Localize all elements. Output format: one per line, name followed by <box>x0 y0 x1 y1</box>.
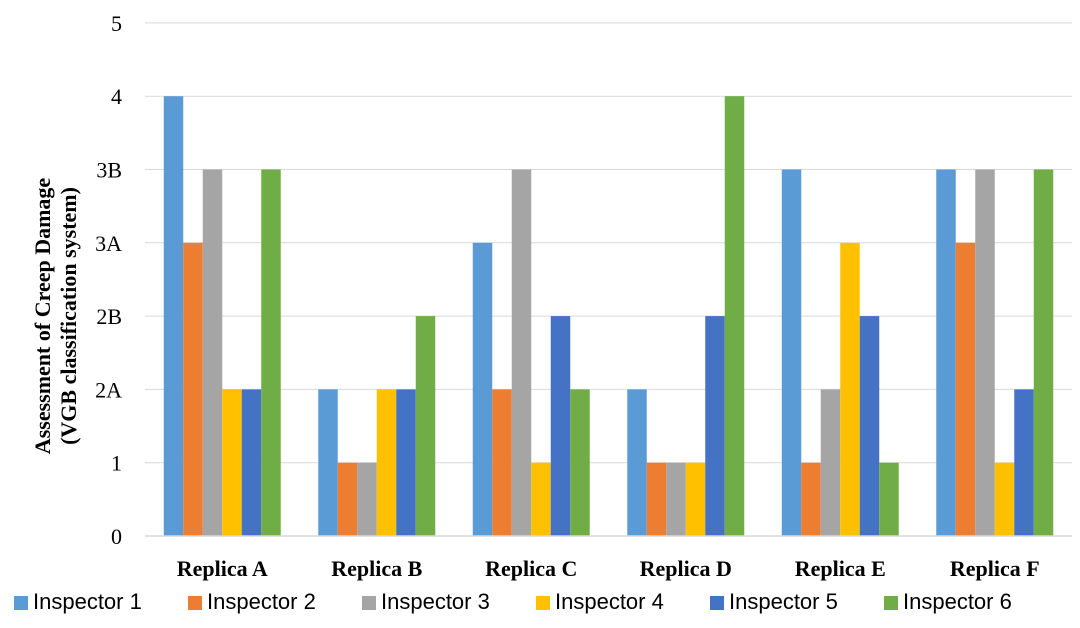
bar <box>261 169 281 536</box>
legend-item: Inspector 5 <box>710 589 838 614</box>
bar <box>666 462 686 536</box>
bar <box>685 462 706 536</box>
x-axis-ticks: Replica A Replica B Replica C Replica D Repl… <box>177 556 1040 581</box>
bar <box>492 389 512 536</box>
y-axis-label-line1: Assessment of Creep Damage <box>30 178 55 455</box>
bar <box>724 96 745 536</box>
gridlines <box>145 22 1072 464</box>
y-tick-label: 2B <box>96 304 122 329</box>
bar <box>627 389 647 536</box>
y-tick-label: 3B <box>96 158 122 183</box>
bar <box>975 169 995 536</box>
bar <box>570 389 590 536</box>
legend-item: Inspector 2 <box>188 589 316 614</box>
bar <box>820 389 841 536</box>
bar <box>241 389 262 536</box>
bar <box>646 462 667 536</box>
legend-item: Inspector 1 <box>14 589 142 614</box>
bar <box>202 169 223 536</box>
x-tick-label: Replica F <box>950 556 1040 581</box>
bar <box>550 316 571 536</box>
x-tick-label: Replica C <box>485 556 577 581</box>
bar <box>376 389 397 536</box>
x-tick-label: Replica A <box>177 556 268 581</box>
legend-label: Inspector 4 <box>555 589 664 614</box>
bar <box>222 389 242 536</box>
bar <box>879 462 899 536</box>
legend-label: Inspector 6 <box>903 589 1012 614</box>
bar <box>1014 389 1034 536</box>
bar <box>801 462 821 536</box>
y-tick-label: 3A <box>95 231 122 256</box>
legend-label: Inspector 3 <box>381 589 490 614</box>
bar <box>163 96 184 536</box>
bar <box>840 242 860 537</box>
legend-swatch <box>710 596 724 610</box>
bar <box>511 169 532 536</box>
y-tick-label: 0 <box>111 524 122 549</box>
y-tick-label: 1 <box>111 451 122 476</box>
x-tick-label: Replica E <box>795 556 886 581</box>
bar <box>994 462 1015 536</box>
legend-swatch <box>188 596 202 610</box>
x-tick-label: Replica B <box>331 556 422 581</box>
legend-swatch <box>884 596 898 610</box>
x-tick-label: Replica D <box>640 556 732 581</box>
y-tick-label: 5 <box>111 11 122 36</box>
bar <box>183 242 203 537</box>
bar <box>1033 169 1054 536</box>
bar <box>705 316 725 536</box>
bar <box>337 462 358 536</box>
bar <box>781 169 802 536</box>
legend-label: Inspector 1 <box>33 589 142 614</box>
y-axis-label: Assessment of Creep Damage (VGB classifi… <box>30 178 81 455</box>
legend-label: Inspector 2 <box>207 589 316 614</box>
bar <box>357 462 377 536</box>
legend-swatch <box>536 596 550 610</box>
bar <box>936 169 956 536</box>
legend-label: Inspector 5 <box>729 589 838 614</box>
y-tick-label: 2A <box>95 377 122 402</box>
y-tick-label: 4 <box>111 84 122 109</box>
legend-item: Inspector 3 <box>362 589 490 614</box>
bar <box>396 389 416 536</box>
legend: Inspector 1 Inspector 2 Inspector 3 Inspect… <box>14 589 1012 614</box>
bar <box>472 242 493 537</box>
bar <box>859 316 880 536</box>
bar <box>415 316 436 536</box>
legend-swatch <box>14 596 28 610</box>
bar <box>318 389 338 536</box>
y-axis-ticks: 0 1 2A 2B 3A 3B 4 5 <box>95 11 122 549</box>
y-axis-label-line2: (VGB classification system) <box>56 187 81 445</box>
legend-item: Inspector 4 <box>536 589 664 614</box>
legend-item: Inspector 6 <box>884 589 1012 614</box>
bar <box>955 242 976 537</box>
bar <box>531 462 551 536</box>
legend-swatch <box>362 596 376 610</box>
bars <box>163 96 1054 537</box>
